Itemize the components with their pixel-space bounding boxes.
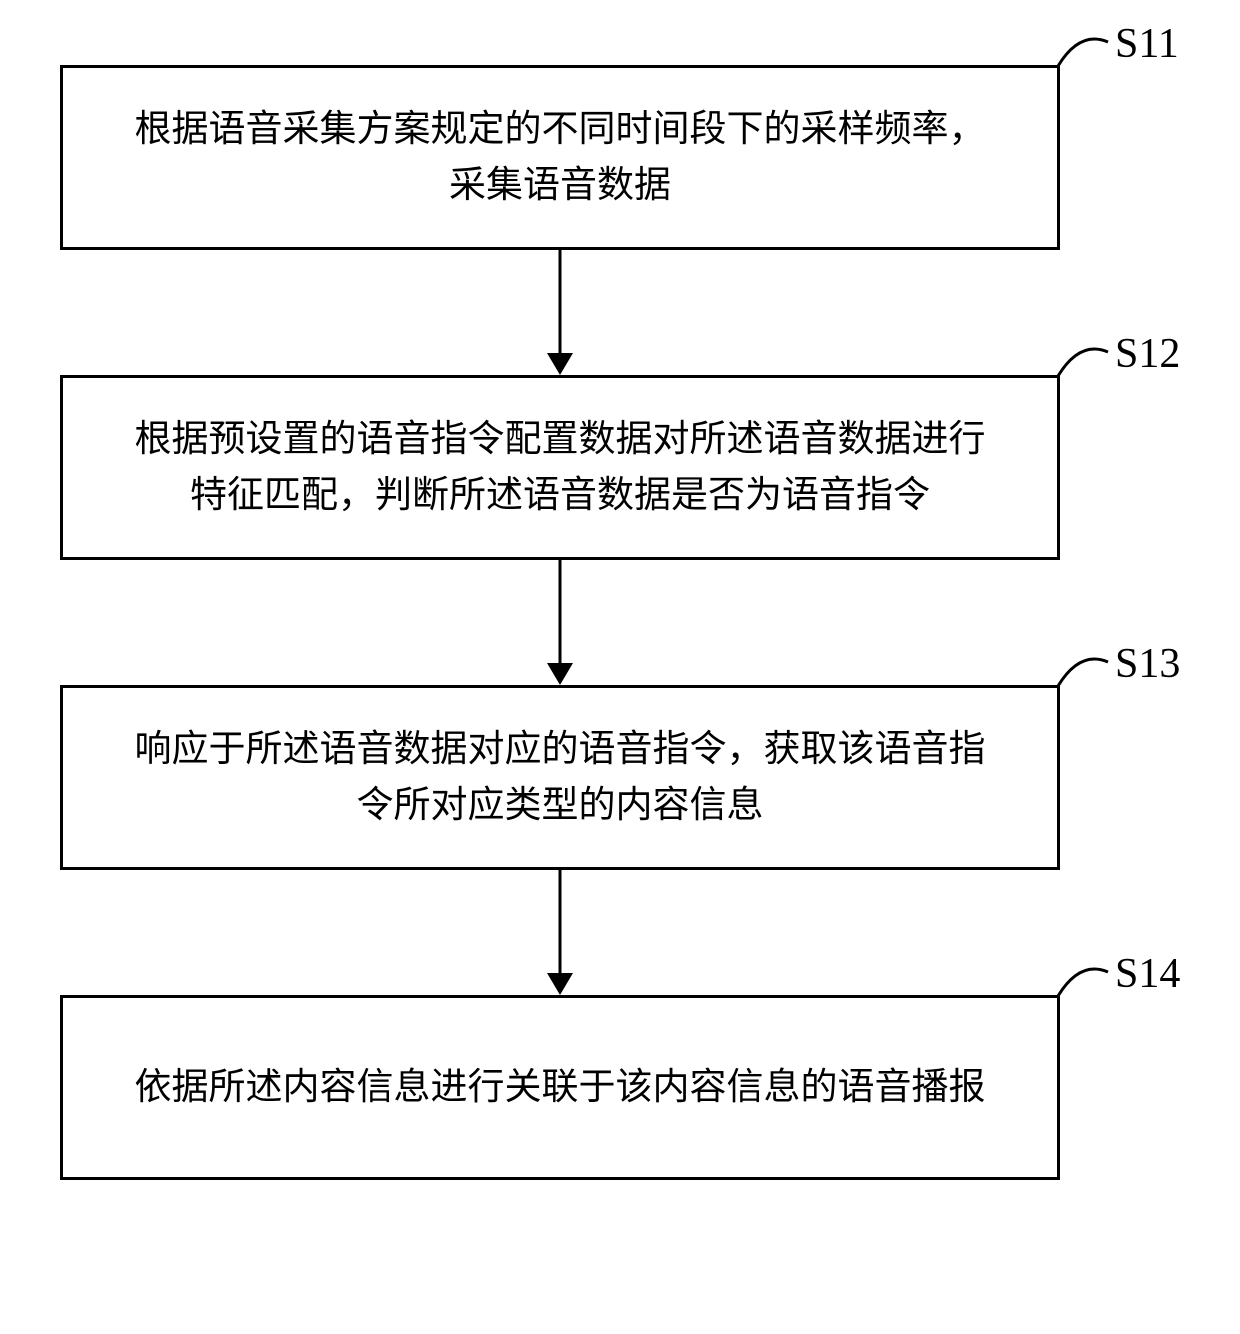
leader-s14: [0, 0, 1240, 1334]
flowchart-canvas: 根据语音采集方案规定的不同时间段下的采样频率， 采集语音数据 根据预设置的语音指…: [0, 0, 1240, 1334]
